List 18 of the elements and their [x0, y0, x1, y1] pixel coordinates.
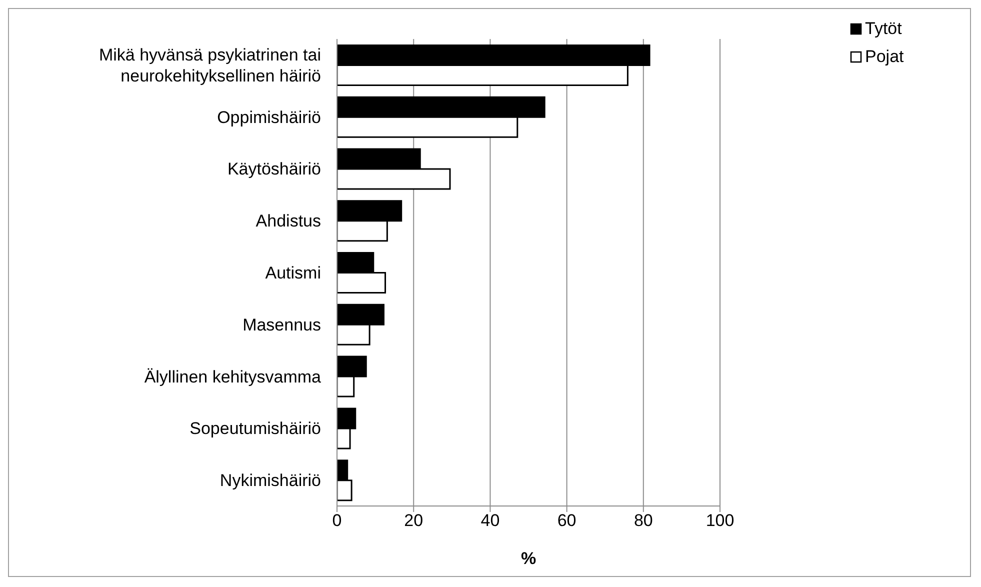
- legend-label: Pojat: [865, 46, 904, 68]
- x-tick-label: 80: [634, 511, 653, 530]
- y-tick-label: Sopeutumishäiriö: [190, 418, 321, 438]
- y-tick-label: Mikä hyvänsä psykiatrinen tai neurokehityksellinen häiriö: [98, 44, 321, 85]
- x-tick-label: 40: [480, 511, 500, 530]
- x-tick-label: 100: [706, 511, 734, 530]
- x-tick-label: 20: [404, 511, 424, 530]
- x-axis-title: %: [520, 549, 536, 568]
- y-tick-label: Autismi: [265, 263, 321, 282]
- y-tick-label: Älyllinen kehitysvamma: [144, 366, 322, 386]
- y-tick-label: Masennus: [242, 314, 321, 334]
- legend-label: Tytöt: [865, 18, 902, 40]
- y-tick-label: Nykimishäiriö: [220, 470, 321, 490]
- x-tick-label: 60: [557, 511, 576, 530]
- y-tick-label: Käytöshäiriö: [227, 159, 321, 178]
- y-tick-label: Ahdistus: [256, 211, 321, 230]
- x-tick-label: 0: [332, 511, 342, 530]
- y-tick-label: Oppimishäiriö: [217, 107, 321, 126]
